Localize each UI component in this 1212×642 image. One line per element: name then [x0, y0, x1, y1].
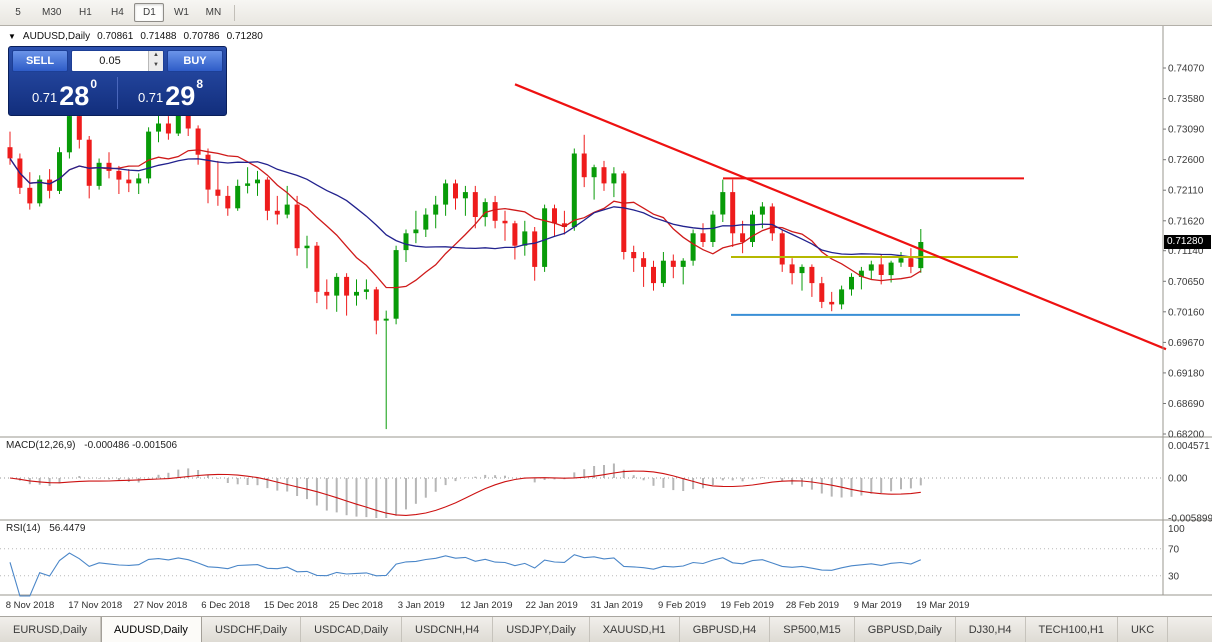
toolbar-separator: [234, 4, 236, 21]
price-chart[interactable]: 0.740700.735800.730900.726000.721100.716…: [0, 26, 1212, 616]
ohlc-open: 0.70861: [97, 31, 134, 42]
buy-price-sup: 8: [196, 77, 204, 91]
svg-text:8 Nov 2018: 8 Nov 2018: [6, 600, 55, 611]
one-click-collapse-icon[interactable]: ▼: [8, 31, 16, 41]
chart-tab-xauusd-h1[interactable]: XAUUSD,H1: [590, 617, 680, 642]
svg-text:0.71620: 0.71620: [1168, 216, 1205, 227]
chart-tab-eurusd-daily[interactable]: EURUSD,Daily: [0, 617, 101, 642]
svg-text:22 Jan 2019: 22 Jan 2019: [525, 600, 577, 611]
macd-name: MACD(12,26,9): [6, 440, 76, 451]
rsi-panel: 100 70 30: [0, 524, 1185, 597]
buy-price[interactable]: 0.71 29 8: [118, 74, 223, 112]
timeframe-h4[interactable]: H4: [111, 7, 124, 18]
chart-tab-dj30-h4[interactable]: DJ30,H4: [956, 617, 1026, 642]
one-click-trading-panel: SELL 0.05 ▲ ▼ BUY 0.71 28 0 0.71 29 8: [8, 46, 227, 116]
svg-text:0.72600: 0.72600: [1168, 155, 1205, 166]
macd-panel: 0.004571 0.00 -0.005899: [0, 441, 1212, 525]
svg-text:25 Dec 2018: 25 Dec 2018: [329, 600, 383, 611]
macd-indicator-label: MACD(12,26,9) -0.000486 -0.001506: [6, 440, 183, 451]
sell-price-sup: 0: [90, 77, 98, 91]
svg-text:9 Mar 2019: 9 Mar 2019: [854, 600, 902, 611]
svg-text:100: 100: [1168, 524, 1185, 535]
svg-text:0.69670: 0.69670: [1168, 338, 1205, 349]
svg-text:0.69180: 0.69180: [1168, 368, 1205, 379]
macd-values: -0.000486 -0.001506: [84, 440, 178, 451]
buy-button[interactable]: BUY: [167, 50, 223, 72]
chart-background: [0, 26, 1212, 616]
ohlc-close: 0.71280: [226, 31, 263, 42]
current-price-label: 0.71280: [1164, 235, 1211, 249]
ohlc-high: 0.71488: [140, 31, 177, 42]
svg-text:0.73580: 0.73580: [1168, 94, 1205, 105]
timeframe-h1[interactable]: H1: [79, 7, 92, 18]
chart-tab-gbpusd-daily[interactable]: GBPUSD,Daily: [855, 617, 956, 642]
svg-text:19 Feb 2019: 19 Feb 2019: [721, 600, 774, 611]
volume-value[interactable]: 0.05: [99, 55, 121, 67]
volume-down-icon[interactable]: ▼: [149, 61, 163, 71]
rsi-name: RSI(14): [6, 523, 41, 534]
rsi-value: 56.4479: [49, 523, 86, 534]
chart-tab-usdchf-daily[interactable]: USDCHF,Daily: [202, 617, 302, 642]
chart-tab-sp500-m15[interactable]: SP500,M15: [770, 617, 855, 642]
ma-fast-line: [9, 149, 922, 289]
svg-text:6 Dec 2018: 6 Dec 2018: [201, 600, 250, 611]
timeframe-5[interactable]: 5: [15, 7, 21, 18]
svg-text:0.71140: 0.71140: [1168, 246, 1204, 257]
svg-text:28 Feb 2019: 28 Feb 2019: [786, 600, 839, 611]
chart-tab-usdjpy-daily[interactable]: USDJPY,Daily: [493, 617, 590, 642]
svg-text:17 Nov 2018: 17 Nov 2018: [68, 600, 122, 611]
svg-text:0.70650: 0.70650: [1168, 277, 1205, 288]
svg-text:0.72110: 0.72110: [1168, 186, 1204, 197]
buy-price-big: 29: [165, 81, 196, 111]
svg-text:12 Jan 2019: 12 Jan 2019: [460, 600, 512, 611]
price-divider: [117, 77, 118, 109]
chart-tab-usdcad-daily[interactable]: USDCAD,Daily: [301, 617, 403, 642]
timeframe-mn[interactable]: MN: [205, 7, 222, 18]
sell-button[interactable]: SELL: [12, 50, 68, 72]
svg-text:0.68690: 0.68690: [1168, 399, 1205, 410]
svg-text:0.74070: 0.74070: [1168, 64, 1205, 75]
timeframe-d1[interactable]: D1: [134, 3, 165, 22]
svg-text:0.73090: 0.73090: [1168, 125, 1205, 136]
sell-price-big: 28: [59, 81, 90, 111]
chart-tab-audusd-daily[interactable]: AUDUSD,Daily: [100, 617, 202, 642]
svg-text:0.70160: 0.70160: [1168, 307, 1205, 318]
sell-price-prefix: 0.71: [31, 90, 58, 105]
price-axis: 0.74070 0.73580 0.73090 0.72600 0.72110 0.716…: [1163, 64, 1205, 441]
timeframe-toolbar: 5 M30 H1 H4 D1 W1 MN: [0, 0, 1212, 26]
volume-up-icon[interactable]: ▲: [149, 51, 163, 61]
volume-spinner[interactable]: ▲ ▼: [148, 51, 163, 71]
svg-text:15 Dec 2018: 15 Dec 2018: [264, 600, 318, 611]
sell-price[interactable]: 0.71 28 0: [12, 74, 117, 112]
candles-layer: [7, 106, 924, 430]
svg-text:31 Jan 2019: 31 Jan 2019: [591, 600, 643, 611]
ohlc-low: 0.70786: [183, 31, 220, 42]
svg-text:19 Mar 2019: 19 Mar 2019: [916, 600, 969, 611]
chart-ohlc-header: ▼ AUDUSD,Daily 0.70861 0.71488 0.70786 0…: [8, 31, 263, 42]
svg-text:3 Jan 2019: 3 Jan 2019: [398, 600, 445, 611]
chart-tab-usdcnh-h4[interactable]: USDCNH,H4: [402, 617, 494, 642]
ma-slow-line: [9, 158, 921, 259]
svg-text:0.00: 0.00: [1168, 474, 1188, 485]
svg-text:30: 30: [1168, 571, 1180, 582]
svg-text:-0.005899: -0.005899: [1168, 514, 1212, 525]
chart-tab-ukc[interactable]: UKC: [1118, 617, 1169, 642]
chart-tabs-bar: EURUSD,Daily AUDUSD,Daily USDCHF,Daily USDC…: [0, 616, 1212, 642]
chart-tab-gbpusd-h4[interactable]: GBPUSD,H4: [680, 617, 771, 642]
trendline-descending[interactable]: [514, 83, 1167, 351]
buy-price-prefix: 0.71: [137, 90, 164, 105]
chart-tab-tech100-h1[interactable]: TECH100,H1: [1026, 617, 1118, 642]
svg-text:27 Nov 2018: 27 Nov 2018: [133, 600, 187, 611]
rsi-indicator-label: RSI(14) 56.4479: [6, 523, 91, 534]
svg-text:0.004571: 0.004571: [1168, 441, 1210, 452]
svg-text:0.68200: 0.68200: [1168, 430, 1205, 441]
svg-text:70: 70: [1168, 544, 1180, 555]
timeframe-w1[interactable]: W1: [173, 7, 189, 18]
volume-control[interactable]: 0.05 ▲ ▼: [71, 50, 164, 72]
svg-text:9 Feb 2019: 9 Feb 2019: [658, 600, 706, 611]
chart-symbol-period: AUDUSD,Daily: [22, 31, 91, 42]
timeframe-m30[interactable]: M30: [42, 7, 62, 18]
date-axis: 8 Nov 2018 17 Nov 2018 27 Nov 2018 6 Dec 20…: [6, 600, 970, 611]
